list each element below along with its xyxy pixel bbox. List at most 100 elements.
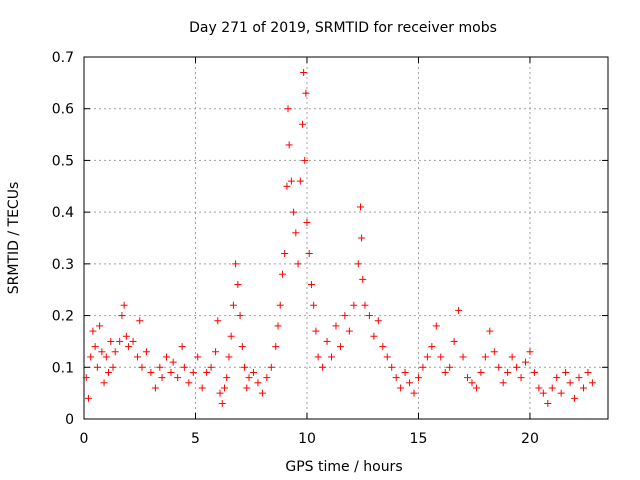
data-point: [521, 358, 529, 366]
data-point: [410, 389, 418, 397]
data-point: [227, 332, 235, 340]
data-point: [194, 353, 202, 361]
data-point: [236, 312, 244, 320]
data-point: [464, 374, 472, 382]
data-point: [588, 379, 596, 387]
data-point: [303, 218, 311, 226]
data-point: [571, 394, 579, 402]
data-point: [323, 337, 331, 345]
plot-frame: [83, 56, 609, 420]
data-point: [336, 343, 344, 351]
data-point: [379, 343, 387, 351]
data-point: [254, 379, 262, 387]
data-point: [107, 337, 115, 345]
data-point: [446, 363, 454, 371]
x-axis-label: GPS time / hours: [285, 459, 402, 475]
data-point: [207, 363, 215, 371]
data-point: [437, 353, 445, 361]
data-point: [185, 379, 193, 387]
data-point: [495, 363, 503, 371]
data-point: [388, 363, 396, 371]
data-point: [517, 374, 525, 382]
data-point: [401, 368, 409, 376]
data-point: [102, 353, 110, 361]
data-point: [499, 379, 507, 387]
data-point: [548, 384, 556, 392]
data-point: [98, 348, 106, 356]
x-tick-label: 0: [80, 431, 89, 447]
data-point: [136, 317, 144, 325]
data-point: [212, 348, 220, 356]
data-point: [109, 363, 117, 371]
data-point: [278, 270, 286, 278]
y-tick-label: 0: [65, 412, 74, 428]
data-point: [553, 374, 561, 382]
x-tick-label: 10: [298, 431, 316, 447]
data-point: [274, 322, 282, 330]
data-point: [223, 374, 231, 382]
data-points: [82, 69, 596, 407]
data-point: [125, 343, 133, 351]
data-point: [116, 337, 124, 345]
data-point: [180, 363, 188, 371]
data-point: [292, 229, 300, 237]
data-point: [575, 374, 583, 382]
data-point: [229, 301, 237, 309]
data-point: [87, 353, 95, 361]
data-point: [118, 312, 126, 320]
data-point: [294, 260, 302, 268]
data-point: [167, 368, 175, 376]
y-tick-label: 0.2: [52, 309, 74, 325]
data-point: [178, 343, 186, 351]
data-point: [300, 69, 308, 77]
data-point: [120, 301, 128, 309]
y-tick-label: 0.3: [52, 257, 74, 273]
data-point: [544, 399, 552, 407]
y-tick-label: 0.5: [52, 153, 74, 169]
data-point: [156, 363, 164, 371]
data-point: [245, 374, 253, 382]
data-point: [345, 327, 353, 335]
data-point: [138, 363, 146, 371]
data-point: [490, 348, 498, 356]
data-point: [513, 363, 521, 371]
data-point: [359, 275, 367, 283]
x-tick-label: 5: [191, 431, 200, 447]
data-point: [477, 368, 485, 376]
data-point: [350, 301, 358, 309]
data-point: [258, 389, 266, 397]
data-point: [134, 353, 142, 361]
data-point: [287, 177, 295, 185]
data-point: [392, 374, 400, 382]
data-point: [557, 389, 565, 397]
data-point: [414, 374, 422, 382]
data-point: [296, 177, 304, 185]
data-point: [82, 374, 90, 382]
data-point: [96, 322, 104, 330]
data-point: [301, 156, 309, 164]
data-point: [539, 389, 547, 397]
data-point: [249, 368, 257, 376]
data-point: [129, 337, 137, 345]
data-point: [328, 353, 336, 361]
y-axis-label: SRMTID / TECUs: [6, 182, 22, 295]
data-point: [100, 379, 108, 387]
data-point: [535, 384, 543, 392]
data-point: [468, 379, 476, 387]
chart-title: Day 271 of 2019, SRMTID for receiver mob…: [189, 20, 497, 36]
data-point: [302, 89, 310, 97]
data-point: [332, 322, 340, 330]
data-point: [198, 384, 206, 392]
data-point: [566, 379, 574, 387]
data-point: [234, 281, 242, 289]
data-point: [450, 337, 458, 345]
data-point: [147, 368, 155, 376]
data-point: [220, 384, 228, 392]
data-point: [374, 317, 382, 325]
data-point: [169, 358, 177, 366]
data-point: [530, 368, 538, 376]
data-point: [232, 260, 240, 268]
data-point: [151, 384, 159, 392]
data-point: [174, 374, 182, 382]
data-point: [310, 301, 318, 309]
